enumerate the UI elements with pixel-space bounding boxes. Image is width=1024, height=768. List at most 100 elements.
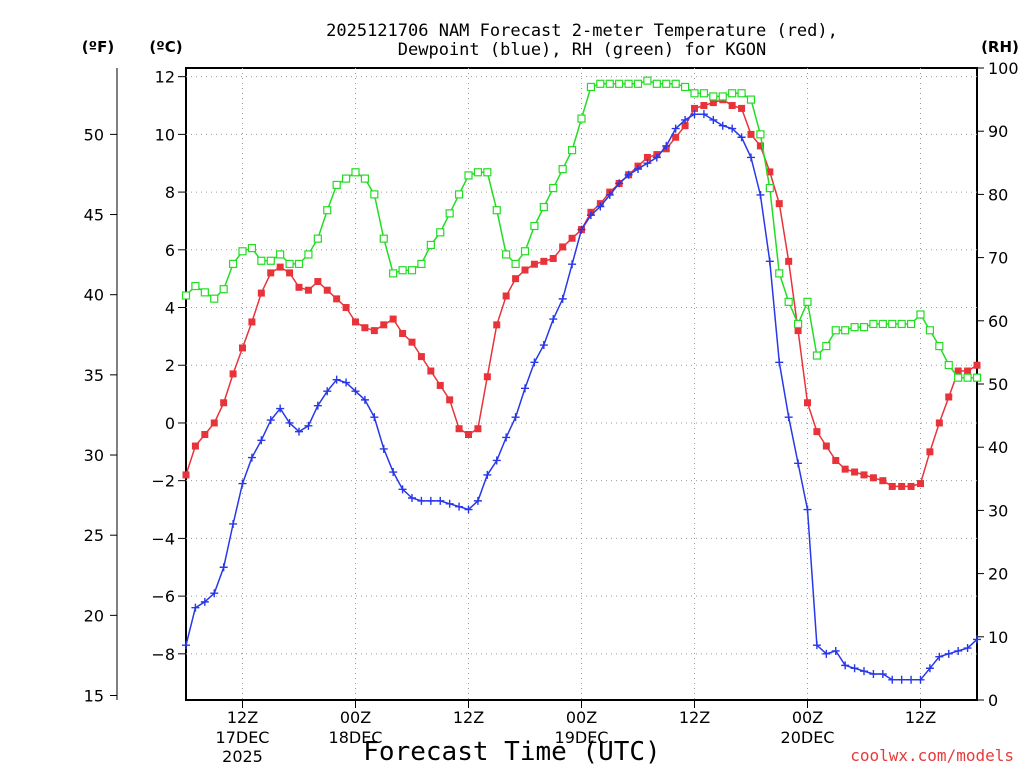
rh-point <box>746 95 756 104</box>
dewpoint-point <box>624 170 633 179</box>
rh-point <box>643 76 652 85</box>
rh-series <box>181 76 982 382</box>
temperature-point <box>672 133 680 141</box>
dewpoint-point <box>304 421 313 430</box>
dewpoint-point <box>191 603 200 612</box>
dewpoint-point <box>210 589 219 598</box>
rh-point <box>756 130 765 139</box>
dewpoint-point <box>737 133 746 142</box>
temperature-point <box>493 321 501 329</box>
dewpoint-point <box>878 670 887 679</box>
temperature-point <box>851 468 859 476</box>
rh-point <box>492 206 501 215</box>
time-tick-label-line3: 2025 <box>222 747 263 766</box>
dewpoint-point <box>182 641 190 650</box>
temperature-point <box>709 99 717 107</box>
rh-point <box>671 79 680 88</box>
rh-point <box>586 82 596 92</box>
dewpoint-point <box>634 165 642 174</box>
temperature-point <box>239 344 246 352</box>
rh-point <box>417 259 426 269</box>
rh-point <box>200 288 209 297</box>
dewpoint-point <box>916 675 925 684</box>
temperature-point <box>785 257 793 265</box>
rh-point <box>257 256 266 265</box>
dewpoint-point <box>747 153 755 162</box>
rh-point <box>935 341 944 351</box>
temperature-point <box>323 286 331 294</box>
rh-point <box>285 259 294 269</box>
rh-tick-label: 90 <box>988 122 1008 141</box>
rh-tick-label: 70 <box>988 249 1008 268</box>
temperature-point <box>502 292 510 300</box>
dewpoint-point <box>690 110 699 119</box>
dewpoint-point <box>765 257 774 266</box>
rh-point <box>888 319 897 329</box>
fahrenheit-tick-label: 40 <box>84 286 104 305</box>
dewpoint-point <box>323 387 332 396</box>
rh-tick-label: 30 <box>988 501 1008 520</box>
dewpoint-point <box>558 294 567 303</box>
dewpoint-point <box>756 190 765 199</box>
dewpoint-point <box>455 502 464 511</box>
rh-point <box>605 79 614 88</box>
temperature-point <box>512 275 520 283</box>
temperature-point <box>276 263 284 271</box>
temperature-point <box>964 367 972 375</box>
rh-point <box>850 323 859 332</box>
dewpoint-point <box>200 597 209 606</box>
temperature-point <box>869 474 877 482</box>
temperature-point <box>766 168 774 176</box>
dewpoint-line <box>185 113 978 681</box>
dewpoint-series <box>182 110 981 684</box>
rh-point <box>276 250 285 259</box>
fahrenheit-tick-label: 50 <box>84 125 104 144</box>
rh-point <box>483 168 492 177</box>
temperature-point <box>691 104 698 112</box>
dewpoint-point <box>549 315 558 324</box>
rh-point <box>332 180 341 190</box>
time-tick-label-line1: 12Z <box>227 708 258 727</box>
time-tick-label-line2: 19DEC <box>555 728 609 747</box>
temperature-point <box>888 482 896 490</box>
rh-tick-label: 50 <box>988 375 1008 394</box>
rh-point <box>323 206 332 215</box>
fahrenheit-tick-label: 15 <box>84 687 104 706</box>
dewpoint-point <box>530 358 539 367</box>
rh-point <box>530 221 539 231</box>
dewpoint-point <box>831 646 840 655</box>
temperature-point <box>389 315 397 323</box>
fahrenheit-tick-label: 25 <box>84 526 104 545</box>
rh-point <box>690 89 699 98</box>
temperature-point <box>794 327 802 335</box>
dewpoint-point <box>417 496 426 505</box>
celsius-tick-label: −8 <box>151 645 175 664</box>
rh-point <box>511 259 520 269</box>
temperature-point <box>446 396 454 404</box>
dewpoint-point <box>276 404 285 413</box>
dewpoint-point <box>445 499 454 508</box>
dewpoint-point <box>492 456 501 465</box>
dewpoint-point <box>615 179 624 188</box>
rh-point <box>266 256 275 265</box>
dewpoint-point <box>483 470 492 479</box>
dewpoint-point <box>521 384 529 393</box>
temperature-point <box>559 243 567 251</box>
dewpoint-point <box>266 416 275 425</box>
rh-point <box>379 234 388 243</box>
dewpoint-point <box>351 387 360 396</box>
time-tick-label-line2: 18DEC <box>329 728 383 747</box>
dewpoint-point <box>473 496 482 505</box>
dewpoint-point <box>709 115 718 124</box>
temperature-point <box>455 425 463 433</box>
rh-point <box>831 326 840 335</box>
rh-point <box>737 89 746 98</box>
dewpoint-point <box>888 675 897 684</box>
temperature-point <box>399 329 407 337</box>
temperature-point <box>248 318 256 326</box>
data-series <box>181 76 982 684</box>
time-tick-label-line1: 12Z <box>679 708 710 727</box>
temperature-point <box>935 419 943 427</box>
rh-point <box>793 319 803 329</box>
celsius-tick-label: −2 <box>151 472 175 491</box>
